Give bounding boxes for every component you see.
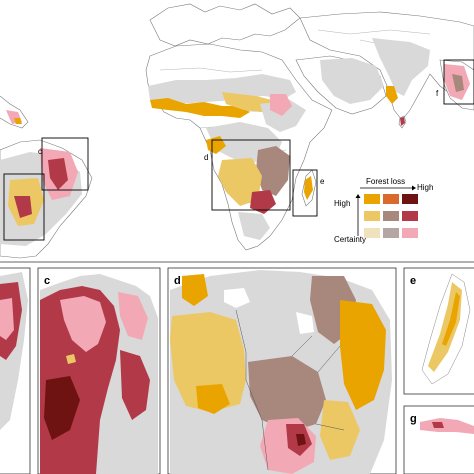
legend-high-y-label: High <box>334 199 350 208</box>
europe-coastline <box>149 3 301 47</box>
region-label-c: c <box>38 147 42 156</box>
inset-d-angola-orange <box>182 274 208 306</box>
central-america-yellow <box>14 118 22 124</box>
se-asia-brown <box>452 74 464 92</box>
inset-panel-c: c <box>37 267 161 474</box>
inset-label-g: g <box>410 413 417 425</box>
legend-high-x-label: High <box>417 183 433 192</box>
sahel-no-data-band <box>148 74 296 104</box>
legend-swatch-r1-c0 <box>364 211 380 221</box>
region-box-f[interactable] <box>443 59 474 105</box>
legend-swatch-r2-c1 <box>383 228 399 238</box>
inset-g-frame <box>403 405 474 474</box>
legend-swatch-r1-c2 <box>402 211 418 221</box>
region-boxes <box>3 59 474 241</box>
india-sri-lanka-red <box>400 117 405 126</box>
inset-d-east-yellow-2 <box>320 400 360 460</box>
inset-c-pink-region <box>60 296 106 352</box>
congo-yellow <box>206 136 226 154</box>
region-box-b[interactable] <box>3 173 45 241</box>
legend-swatch-r0-c2 <box>402 194 418 204</box>
inset-e-orange-strip <box>442 292 460 346</box>
inset-c-pink-region-2 <box>118 292 148 340</box>
region-box-c[interactable] <box>41 137 89 191</box>
legend-certainty-label: Certainty <box>334 235 366 244</box>
inset-d-east-yellow <box>340 300 386 410</box>
south-america-red <box>14 196 32 218</box>
west-africa-high-loss <box>150 98 250 118</box>
region-label-e: e <box>320 177 325 186</box>
inset-panel-b <box>0 267 31 474</box>
india-coastal-yellow <box>386 86 398 104</box>
region-box-d[interactable] <box>211 139 291 211</box>
india-no-data <box>372 38 430 96</box>
legend-swatch-r1-c1 <box>383 211 399 221</box>
inset-c-yellow-spot <box>66 354 76 364</box>
region-label-d: d <box>204 153 208 162</box>
legend-swatch-r2-c2 <box>402 228 418 238</box>
southern-africa-red <box>250 190 276 214</box>
legend-forest-loss-label: Forest loss <box>366 177 405 186</box>
inset-label-e: e <box>410 275 416 287</box>
madagascar-yellow <box>304 176 313 200</box>
inset-d-country-borders <box>235 309 345 471</box>
amazon-red <box>48 158 68 190</box>
inset-label-d: d <box>174 275 181 287</box>
inset-d-white-gap <box>224 288 250 308</box>
inset-c-red-east <box>120 350 150 420</box>
legend-swatch-r0-c1 <box>383 194 399 204</box>
arabia-no-data <box>320 58 384 104</box>
legend: Forest loss High High Certainty <box>334 177 433 244</box>
inset-d-dark-red <box>296 434 306 446</box>
inset-panel-g: g <box>403 405 474 474</box>
ethiopia-pink <box>270 94 292 116</box>
legend-x-arrowhead-icon <box>412 185 416 191</box>
inset-c-dark-red <box>44 376 80 440</box>
southern-africa-grey <box>238 212 270 240</box>
inset-g-islands-red <box>432 422 444 428</box>
inset-label-c: c <box>44 275 50 287</box>
inset-d-zambia-brown <box>248 356 326 432</box>
inset-b-pink <box>0 298 14 340</box>
inset-panel-d: d <box>167 267 397 474</box>
inset-d-white-gap-2 <box>296 312 314 334</box>
inset-panel-e: e <box>403 267 474 395</box>
region-box-e[interactable] <box>292 169 318 217</box>
legend-y-arrowhead-icon <box>355 194 361 198</box>
legend-swatch-grid <box>364 194 418 238</box>
central-america-coastline <box>0 95 29 129</box>
legend-swatch-r2-c0 <box>364 228 380 238</box>
east-africa-brown <box>256 146 290 196</box>
world-forest-loss-overlay <box>0 38 470 246</box>
legend-swatch-r0-c0 <box>364 194 380 204</box>
inset-d-angola-yellow <box>170 312 246 412</box>
southern-africa-yellow <box>218 158 262 206</box>
region-label-f: f <box>436 89 439 98</box>
inset-d-angola-yellow-2 <box>196 384 230 414</box>
